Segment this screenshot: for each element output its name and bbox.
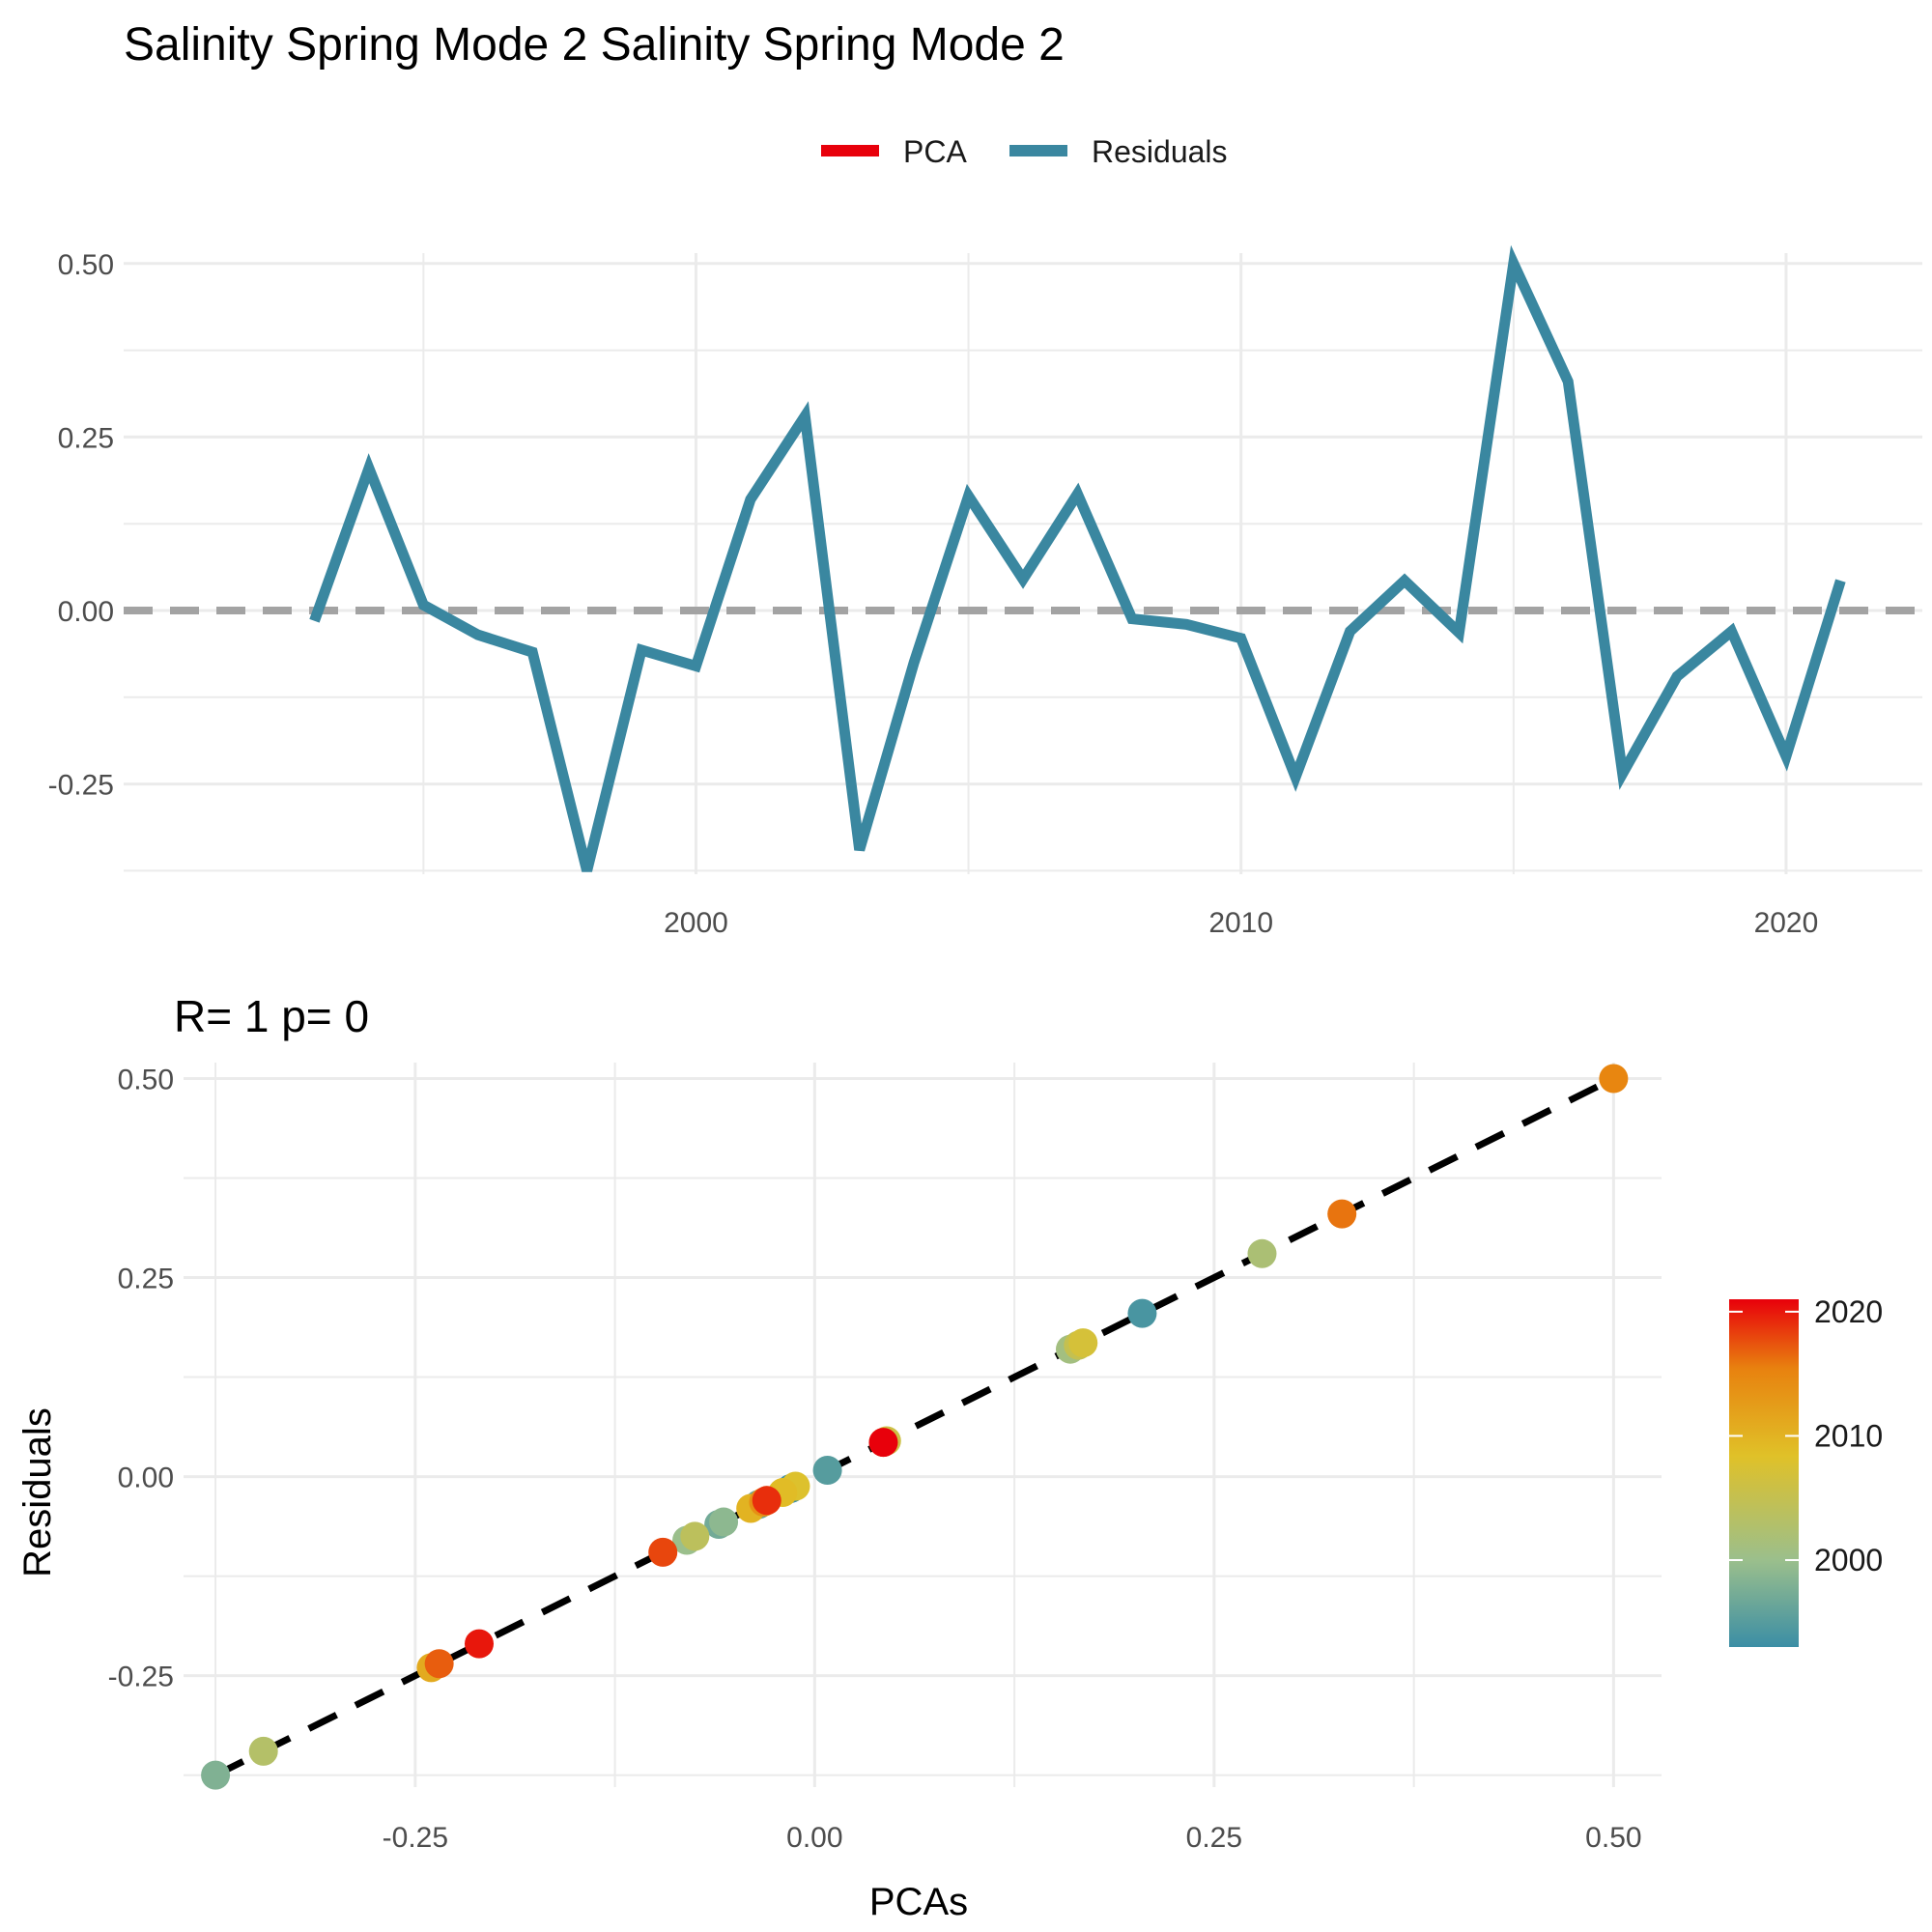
scatter-point xyxy=(1599,1064,1629,1094)
bottom-y-tick-label: 0.50 xyxy=(118,1064,174,1095)
scatter-point xyxy=(1127,1298,1157,1328)
scatter-point xyxy=(201,1760,231,1790)
top-y-tick-label: 0.25 xyxy=(58,422,114,454)
scatter-x-axis-label: PCAs xyxy=(869,1881,968,1923)
scatter-point xyxy=(648,1537,678,1567)
scatter-y-axis-label: Residuals xyxy=(16,1407,59,1577)
bottom-y-tick-label: 0.00 xyxy=(118,1463,174,1494)
bottom-x-tick-label: -0.25 xyxy=(383,1822,448,1854)
bottom-y-tick-label: -0.25 xyxy=(108,1662,174,1693)
top-x-tick-labels: 2000 2010 2020 xyxy=(664,907,1818,939)
top-y-tick-label: 0.50 xyxy=(58,249,114,281)
bottom-x-tick-label: 0.00 xyxy=(786,1822,842,1854)
bottom-y-tick-labels: -0.25 0.00 0.25 0.50 xyxy=(108,1064,174,1692)
top-x-tick-label: 2020 xyxy=(1754,907,1819,939)
legend-label-pca: PCA xyxy=(903,134,967,169)
scatter-point xyxy=(424,1649,454,1679)
residuals-series-line xyxy=(309,244,1846,872)
top-x-tick-label: 2010 xyxy=(1208,907,1273,939)
scatter-title: R= 1 p= 0 xyxy=(174,991,369,1041)
colorbar-gradient xyxy=(1729,1299,1799,1647)
scatter-point xyxy=(248,1736,278,1766)
top-y-tick-labels: -0.25 0.00 0.25 0.50 xyxy=(48,249,114,802)
scatter-point xyxy=(1068,1328,1098,1358)
scatter-point xyxy=(752,1486,781,1516)
scatter-point xyxy=(868,1428,898,1458)
bottom-x-tick-labels: -0.25 0.00 0.25 0.50 xyxy=(383,1822,1642,1854)
bottom-y-tick-label: 0.25 xyxy=(118,1264,174,1295)
top-y-tick-label: -0.25 xyxy=(48,770,114,802)
scatter-point xyxy=(1327,1199,1357,1229)
top-y-tick-label: 0.00 xyxy=(58,596,114,628)
scatter-point xyxy=(812,1455,842,1485)
pca-vs-residuals-scatter-panel: R= 1 p= 0 -0.25 0.00 0.25 0.50 -0.25 0.00 0.2… xyxy=(16,991,1662,1923)
residuals-time-series-panel: -0.25 0.00 0.25 0.50 2000 2010 2020 xyxy=(48,244,1922,939)
scatter-point xyxy=(680,1521,710,1551)
bottom-x-tick-label: 0.50 xyxy=(1585,1822,1641,1854)
scatter-point xyxy=(465,1629,494,1659)
bottom-grid xyxy=(184,1063,1662,1787)
top-x-tick-label: 2000 xyxy=(664,907,728,939)
page-title: Salinity Spring Mode 2 Salinity Spring M… xyxy=(124,19,1065,71)
scatter-point xyxy=(1247,1238,1277,1268)
scatter-points xyxy=(201,1064,1629,1790)
colorbar-tick-label: 2000 xyxy=(1814,1543,1883,1577)
scatter-point xyxy=(709,1507,739,1537)
top-grid xyxy=(124,253,1922,874)
year-colorbar: 2000 2010 2020 xyxy=(1729,1294,1883,1647)
legend-label-residuals: Residuals xyxy=(1092,134,1228,169)
colorbar-tick-label: 2010 xyxy=(1814,1418,1883,1453)
colorbar-tick-label: 2020 xyxy=(1814,1294,1883,1329)
bottom-x-tick-label: 0.25 xyxy=(1186,1822,1242,1854)
colorbar-ticks: 2000 2010 2020 xyxy=(1729,1294,1883,1577)
legend: PCA Residuals xyxy=(821,134,1228,169)
